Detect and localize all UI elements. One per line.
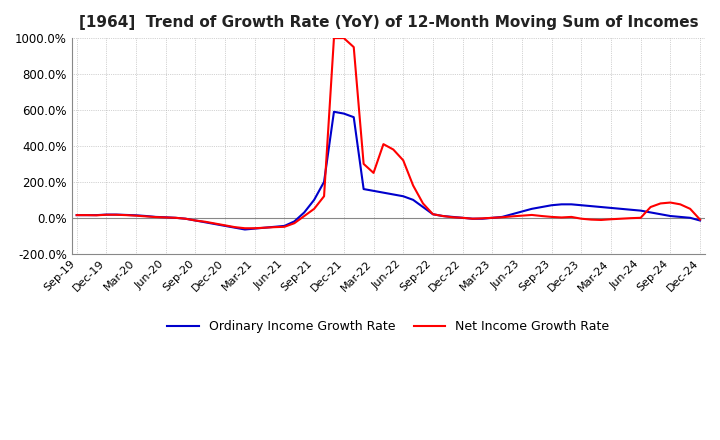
Legend: Ordinary Income Growth Rate, Net Income Growth Rate: Ordinary Income Growth Rate, Net Income … bbox=[163, 315, 614, 338]
Ordinary Income Growth Rate bbox=[330, 109, 338, 114]
Net Income Growth Rate bbox=[438, 213, 447, 219]
Line: Ordinary Income Growth Rate: Ordinary Income Growth Rate bbox=[77, 112, 700, 230]
Net Income Growth Rate bbox=[696, 217, 704, 222]
Ordinary Income Growth Rate bbox=[399, 194, 408, 199]
Ordinary Income Growth Rate bbox=[498, 214, 506, 220]
Net Income Growth Rate bbox=[73, 213, 81, 218]
Ordinary Income Growth Rate bbox=[349, 114, 358, 120]
Net Income Growth Rate bbox=[399, 158, 408, 163]
Ordinary Income Growth Rate bbox=[488, 215, 497, 220]
Ordinary Income Growth Rate bbox=[696, 218, 704, 223]
Ordinary Income Growth Rate bbox=[438, 213, 447, 219]
Net Income Growth Rate bbox=[498, 215, 506, 220]
Net Income Growth Rate bbox=[151, 214, 160, 220]
Ordinary Income Growth Rate bbox=[73, 213, 81, 218]
Ordinary Income Growth Rate bbox=[240, 227, 249, 232]
Line: Net Income Growth Rate: Net Income Growth Rate bbox=[77, 38, 700, 228]
Ordinary Income Growth Rate bbox=[151, 214, 160, 220]
Net Income Growth Rate bbox=[330, 36, 338, 41]
Net Income Growth Rate bbox=[349, 44, 358, 50]
Title: [1964]  Trend of Growth Rate (YoY) of 12-Month Moving Sum of Incomes: [1964] Trend of Growth Rate (YoY) of 12-… bbox=[78, 15, 698, 30]
Net Income Growth Rate bbox=[488, 215, 497, 220]
Net Income Growth Rate bbox=[240, 226, 249, 231]
